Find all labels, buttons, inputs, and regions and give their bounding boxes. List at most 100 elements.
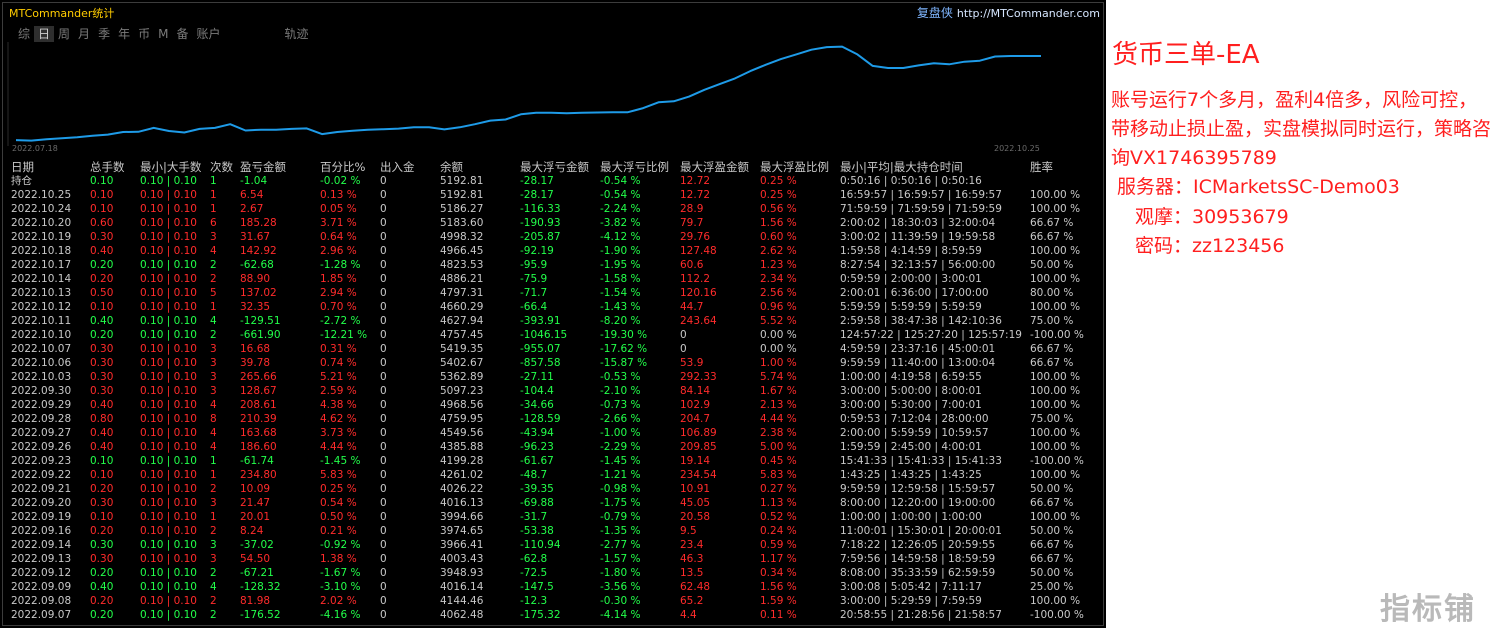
table-row[interactable]: 2022.09.13 0.30 0.10 | 0.10 3 54.50 1.38 % 0 40… [11, 552, 1101, 566]
cell-pnl: 88.90 [240, 273, 271, 285]
cell-date: 2022.10.07 [11, 343, 72, 355]
table-row[interactable]: 2022.09.21 0.20 0.10 | 0.10 2 10.09 0.25 % 0 40… [11, 482, 1101, 496]
cell-flow: 0 [380, 567, 387, 579]
table-row[interactable]: 2022.09.26 0.40 0.10 | 0.10 4 186.60 4.44 % 0 4… [11, 440, 1101, 454]
table-row[interactable]: 2022.10.19 0.30 0.10 | 0.10 3 31.67 0.64 % 0 49… [11, 230, 1101, 244]
table-row[interactable]: 2022.10.20 0.60 0.10 | 0.10 6 185.28 3.71 % 0 5… [11, 216, 1101, 230]
table-row[interactable]: 2022.09.12 0.20 0.10 | 0.10 2 -67.21 -1.67 % 0… [11, 566, 1101, 580]
tab-0[interactable]: 综 [18, 27, 31, 41]
table-row[interactable]: 2022.10.11 0.40 0.10 | 0.10 4 -129.51 -2.72 %… [11, 314, 1101, 328]
tab-2[interactable]: 周 [58, 27, 71, 41]
cell-maxfp: 62.48 [680, 581, 711, 593]
table-row[interactable]: 2022.10.25 0.10 0.10 | 0.10 1 6.54 0.13 % 0 519… [11, 188, 1101, 202]
cell-win: 66.67 % [1030, 357, 1074, 369]
tab-8[interactable]: 备 [176, 27, 189, 41]
table-row[interactable]: 2022.09.29 0.40 0.10 | 0.10 4 208.61 4.38 % 0 4… [11, 398, 1101, 412]
cell-count: 2 [210, 525, 217, 537]
tab-9[interactable]: 账户 [196, 27, 221, 41]
cell-balance: 4823.53 [440, 259, 484, 271]
tab-7[interactable]: M [158, 27, 169, 41]
column-header[interactable]: 百分比% [320, 160, 366, 174]
table-row[interactable]: 2022.10.18 0.40 0.10 | 0.10 4 142.92 2.96 % 0 4… [11, 244, 1101, 258]
cell-pnl: 2.67 [240, 203, 264, 215]
tab-1[interactable]: 日 [34, 26, 55, 42]
cell-pnl: 265.66 [240, 371, 277, 383]
cell-flow: 0 [380, 539, 387, 551]
column-header[interactable]: 最大浮亏比例 [600, 160, 669, 174]
table-row[interactable]: 2022.10.17 0.20 0.10 | 0.10 2 -62.68 -1.28 % 0… [11, 258, 1101, 272]
table-row[interactable]: 2022.10.03 0.30 0.10 | 0.10 3 265.66 5.21 % 0 5… [11, 370, 1101, 384]
cell-flow: 0 [380, 413, 387, 425]
cell-maxdd_pct: -8.20 % [600, 315, 641, 327]
cell-date: 2022.09.22 [11, 469, 72, 481]
cell-lots: 0.10 [90, 175, 114, 187]
table-row[interactable]: 2022.09.16 0.20 0.10 | 0.10 2 8.24 0.21 % 0 397… [11, 524, 1101, 538]
column-header[interactable]: 最小|大手数 [140, 160, 202, 174]
cell-lots: 0.40 [90, 441, 114, 453]
cell-minmax: 0.10 | 0.10 [140, 427, 197, 439]
table-row[interactable]: 2022.09.19 0.10 0.10 | 0.10 1 20.01 0.50 % 0 39… [11, 510, 1101, 524]
cell-maxfp: 53.9 [680, 357, 704, 369]
cell-balance: 4797.31 [440, 287, 484, 299]
cell-win: 80.00 % [1030, 287, 1074, 299]
table-row[interactable]: 2022.09.22 0.10 0.10 | 0.10 1 234.80 5.83 % 0 4… [11, 468, 1101, 482]
cell-win: 100.00 % [1030, 273, 1081, 285]
cell-lots: 0.40 [90, 427, 114, 439]
tab-6[interactable]: 币 [138, 27, 151, 41]
cell-maxdd_pct: -15.87 % [600, 357, 648, 369]
cell-hold: 1:00:00 | 1:00:00 | 1:00:00 [840, 511, 982, 523]
column-header[interactable]: 胜率 [1030, 160, 1053, 174]
cell-minmax: 0.10 | 0.10 [140, 259, 197, 271]
table-row[interactable]: 2022.10.07 0.30 0.10 | 0.10 3 16.68 0.31 % 0 54… [11, 342, 1101, 356]
cell-date: 2022.09.21 [11, 483, 72, 495]
cell-lots: 0.10 [90, 455, 114, 467]
table-row[interactable]: 2022.10.14 0.20 0.10 | 0.10 2 88.90 1.85 % 0 48… [11, 272, 1101, 286]
cell-maxdd: -147.5 [520, 581, 554, 593]
cell-minmax: 0.10 | 0.10 [140, 553, 197, 565]
column-header[interactable]: 次数 [210, 160, 233, 174]
column-header[interactable]: 余额 [440, 160, 463, 174]
cell-maxdd_pct: -2.10 % [600, 385, 641, 397]
table-row[interactable]: 持仓 0.10 0.10 | 0.10 1 -1.04 -0.02 % 0 5192.81 -2… [11, 174, 1101, 188]
table-row[interactable]: 2022.09.20 0.30 0.10 | 0.10 3 21.47 0.54 % 0 40… [11, 496, 1101, 510]
column-header[interactable]: 总手数 [90, 160, 125, 174]
cell-minmax: 0.10 | 0.10 [140, 385, 197, 397]
table-row[interactable]: 2022.09.30 0.30 0.10 | 0.10 3 128.67 2.59 % 0 5… [11, 384, 1101, 398]
cell-pct: 2.96 % [320, 245, 357, 257]
column-header[interactable]: 出入金 [380, 160, 415, 174]
cell-pnl: 8.24 [240, 525, 264, 537]
table-row[interactable]: 2022.10.24 0.10 0.10 | 0.10 1 2.67 0.05 % 0 518… [11, 202, 1101, 216]
table-row[interactable]: 2022.09.14 0.30 0.10 | 0.10 3 -37.02 -0.92 % 0… [11, 538, 1101, 552]
column-header[interactable]: 最大浮盈比例 [760, 160, 829, 174]
cell-maxfp_pct: 5.52 % [760, 315, 797, 327]
column-header[interactable]: 盈亏金额 [240, 160, 286, 174]
cell-flow: 0 [380, 525, 387, 537]
column-header[interactable]: 最大浮盈金额 [680, 160, 749, 174]
column-header[interactable]: 日期 [11, 160, 34, 174]
column-header[interactable]: 最大浮亏金额 [520, 160, 589, 174]
brand-url-link[interactable]: http://MTCommander.com [956, 7, 1100, 20]
cell-flow: 0 [380, 189, 387, 201]
table-row[interactable]: 2022.09.28 0.80 0.10 | 0.10 8 210.39 4.62 % 0 4… [11, 412, 1101, 426]
cell-maxdd_pct: -0.54 % [600, 189, 641, 201]
table-row[interactable]: 2022.10.06 0.30 0.10 | 0.10 3 39.78 0.74 % 0 54… [11, 356, 1101, 370]
tab-3[interactable]: 月 [78, 27, 91, 41]
table-row[interactable]: 2022.10.10 0.20 0.10 | 0.10 2 -661.90 -12.21 … [11, 328, 1101, 342]
cell-date: 2022.10.03 [11, 371, 72, 383]
table-row[interactable]: 2022.10.12 0.10 0.10 | 0.10 1 32.35 0.70 % 0 46… [11, 300, 1101, 314]
table-row[interactable]: 2022.09.09 0.40 0.10 | 0.10 4 -128.32 -3.10 %… [11, 580, 1101, 594]
cell-maxfp_pct: 0.25 % [760, 175, 797, 187]
tab-10[interactable]: 轨迹 [284, 27, 309, 41]
table-row[interactable]: 2022.09.23 0.10 0.10 | 0.10 1 -61.74 -1.45 % 0… [11, 454, 1101, 468]
ea-description: 账号运行7个多月，盈利4倍多，风险可控，带移动止损止盈，实盘模拟同时运行，策略咨… [1111, 89, 1492, 169]
cell-hold: 20:58:55 | 21:28:56 | 21:58:57 [840, 609, 1002, 621]
cell-maxdd: -205.87 [520, 231, 561, 243]
cell-flow: 0 [380, 371, 387, 383]
column-header[interactable]: 最小|平均|最大持仓时间 [840, 160, 963, 174]
table-row[interactable]: 2022.09.08 0.20 0.10 | 0.10 2 81.98 2.02 % 0 41… [11, 594, 1101, 608]
table-row[interactable]: 2022.09.27 0.40 0.10 | 0.10 4 163.68 3.73 % 0 4… [11, 426, 1101, 440]
table-row[interactable]: 2022.09.07 0.20 0.10 | 0.10 2 -176.52 -4.16 %… [11, 608, 1101, 622]
tab-4[interactable]: 季 [98, 27, 111, 41]
table-row[interactable]: 2022.10.13 0.50 0.10 | 0.10 5 137.02 2.94 % 0 4… [11, 286, 1101, 300]
tab-5[interactable]: 年 [118, 27, 131, 41]
